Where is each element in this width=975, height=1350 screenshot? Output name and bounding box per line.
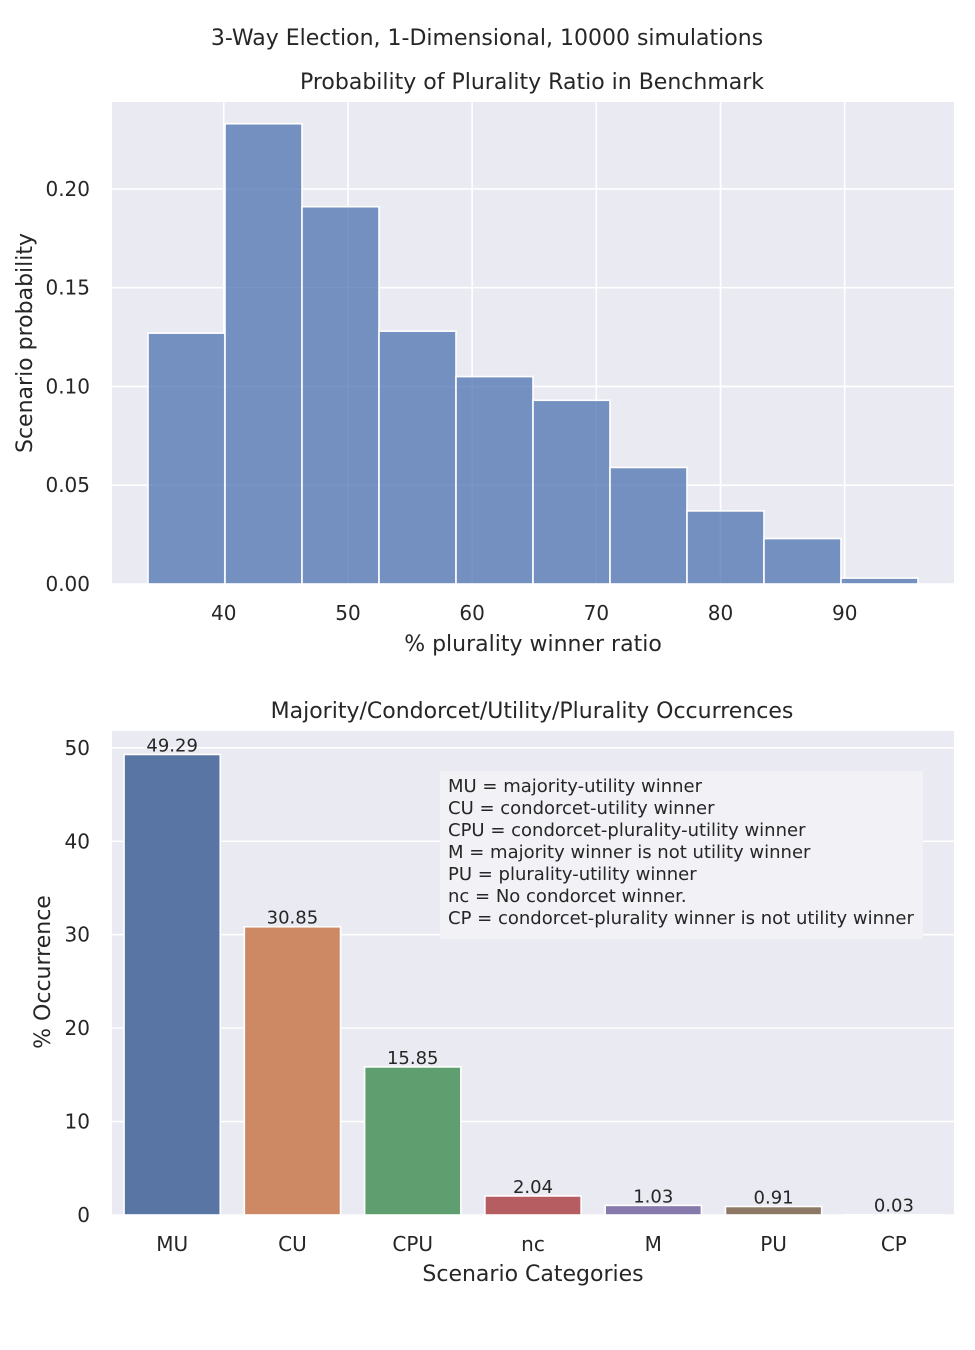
histogram-x-tick-labels: 40 50 60 70 80 90 (211, 601, 857, 625)
bar-chart-x-tick-label: PU (760, 1232, 787, 1256)
histogram-y-tick-label: 0.20 (45, 177, 90, 201)
histogram-x-tick-label: 40 (211, 601, 236, 625)
histogram-bar (686, 510, 765, 585)
histogram-bar (455, 375, 534, 585)
histogram-y-tick-labels: 0.00 0.05 0.10 0.15 0.20 (45, 177, 90, 596)
bar-data-label: 49.29 (146, 735, 198, 756)
bar-data-label: 0.03 (874, 1196, 914, 1217)
histogram-y-tick-label: 0.10 (45, 374, 90, 398)
histogram-x-tick-label: 60 (459, 601, 484, 625)
bar-data-label: 0.91 (754, 1187, 794, 1208)
bar-nc (484, 1195, 582, 1216)
histogram-bar (301, 205, 380, 585)
histogram-bar (609, 466, 688, 585)
histogram-bar (224, 122, 303, 585)
bar-chart-x-tick-labels: MU CU CPU nc M PU CP (156, 1232, 907, 1256)
histogram-x-axis-label: % plurality winner ratio (404, 632, 662, 657)
histogram-y-tick-label: 0.15 (45, 276, 90, 300)
legend-entry: M = majority winner is not utility winne… (448, 842, 811, 863)
bar-chart-x-axis-label: Scenario Categories (422, 1262, 643, 1287)
legend-entry: CU = condorcet-utility winner (448, 798, 715, 819)
histogram-title: Probability of Plurality Ratio in Benchm… (300, 70, 764, 95)
histogram-bar (147, 332, 226, 585)
bar-chart-x-tick-label: nc (521, 1232, 545, 1256)
bar-chart-x-tick-label: MU (156, 1232, 188, 1256)
histogram-bar (840, 577, 919, 585)
bar-chart-y-tick-label: 50 (65, 736, 90, 760)
figure-title: 3-Way Election, 1-Dimensional, 10000 sim… (211, 26, 763, 51)
bar-chart-y-tick-label: 40 (65, 829, 90, 853)
bar-chart-y-tick-labels: 0 10 20 30 40 50 (65, 736, 90, 1227)
legend-entry: CP = condorcet-plurality winner is not u… (448, 908, 914, 929)
bar-chart-y-tick-label: 20 (65, 1016, 90, 1040)
bar-chart-data-labels: 49.29 30.85 15.85 2.04 1.03 0.91 0.03 (146, 735, 914, 1216)
bar-cpu (363, 1066, 462, 1216)
bar-chart-x-tick-label: M (645, 1232, 662, 1256)
bar-pu (724, 1205, 823, 1216)
histogram-x-tick-label: 90 (832, 601, 857, 625)
bar-m (604, 1204, 703, 1216)
bar-data-label: 15.85 (387, 1048, 439, 1069)
histogram-panel: Probability of Plurality Ratio in Benchm… (13, 70, 954, 657)
legend-entry: MU = majority-utility winner (448, 776, 703, 797)
histogram-bar (532, 399, 611, 585)
bar-chart-y-axis-label: % Occurrence (31, 895, 56, 1049)
histogram-y-axis-label: Scenario probability (13, 233, 38, 453)
bar-chart-x-tick-label: CU (278, 1232, 307, 1256)
histogram-bars (147, 122, 919, 585)
legend-entry: nc = No condorcet winner. (448, 886, 687, 907)
legend-entry: CPU = condorcet-plurality-utility winner (448, 820, 806, 841)
bar-chart-x-tick-label: CPU (392, 1232, 433, 1256)
bar-mu (123, 753, 222, 1216)
bar-chart-y-tick-label: 10 (65, 1110, 90, 1134)
bar-data-label: 1.03 (633, 1186, 673, 1207)
legend-entry: PU = plurality-utility winner (448, 864, 697, 885)
histogram-x-tick-label: 50 (335, 601, 360, 625)
bar-chart-y-tick-label: 0 (77, 1203, 90, 1227)
bar-data-label: 30.85 (267, 908, 319, 929)
histogram-y-tick-label: 0.05 (45, 473, 90, 497)
histogram-x-tick-label: 70 (584, 601, 609, 625)
histogram-x-tick-label: 80 (708, 601, 733, 625)
bar-chart-y-tick-label: 30 (65, 923, 90, 947)
histogram-bar (763, 537, 842, 585)
bar-data-label: 2.04 (513, 1177, 553, 1198)
bar-chart-x-tick-label: CP (881, 1232, 907, 1256)
histogram-y-tick-label: 0.00 (45, 572, 90, 596)
histogram-bar (378, 330, 457, 585)
bar-cu (243, 925, 342, 1216)
bar-chart-title: Majority/Condorcet/Utility/Plurality Occ… (271, 699, 794, 724)
bar-chart-bars (123, 753, 943, 1216)
legend: MU = majority-utility winner CU = condor… (440, 771, 923, 939)
